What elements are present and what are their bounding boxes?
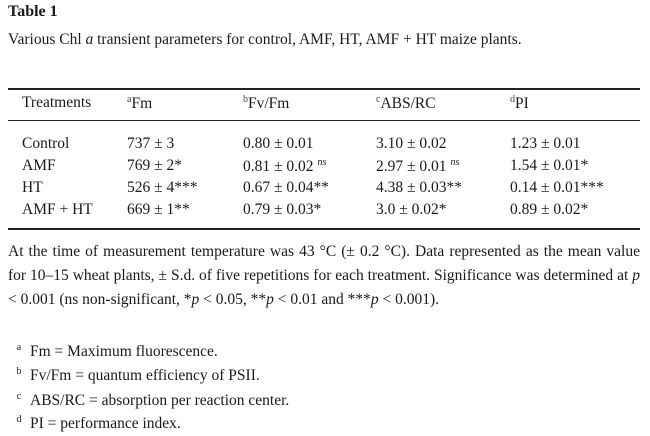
column-header: Treatments <box>22 94 91 112</box>
significance-mark: ns <box>450 157 460 168</box>
column-header: bFv/Fm <box>243 94 289 113</box>
table-cell: 0.14 ± 0.01*** <box>510 179 604 196</box>
note-text: < 0.001 (ns non-significant, * <box>8 291 192 308</box>
note-paragraph: At the time of measurement temperature w… <box>8 240 640 312</box>
footnote: b Fv/Fm = quantum efficiency of PSII. <box>8 366 260 385</box>
footnote-mark: a <box>16 342 22 353</box>
caption-text: Various Chl <box>8 31 86 48</box>
table-cell: 3.10 ± 0.02 <box>376 135 447 152</box>
significance-mark: ns <box>317 157 327 168</box>
footnote-text: Fv/Fm = quantum efficiency of PSII. <box>30 367 260 384</box>
note-text: < 0.01 and *** <box>273 291 371 308</box>
row-label: AMF + HT <box>22 201 93 218</box>
column-header: aFm <box>127 94 152 113</box>
cell-value: 2.97 ± 0.01 <box>376 158 447 175</box>
table-cell: 1.54 ± 0.01* <box>510 157 589 174</box>
table-cell: 4.38 ± 0.03** <box>376 179 463 196</box>
table-cell: 769 ± 2* <box>127 157 183 174</box>
footnote-mark: d <box>16 414 22 425</box>
row-label: AMF <box>22 157 56 174</box>
footnote: d PI = performance index. <box>8 414 181 433</box>
table-cell: 0.80 ± 0.01 <box>243 135 314 152</box>
table-cell: 2.97 ± 0.01 ns <box>376 157 459 176</box>
header-footnote-mark: d <box>510 94 515 105</box>
table-cell: 0.79 ± 0.03* <box>243 201 322 218</box>
top-rule <box>8 88 640 90</box>
note-text: < 0.05, ** <box>199 291 267 308</box>
table-cell: 0.67 ± 0.04** <box>243 179 330 196</box>
note-italic: p <box>632 267 640 284</box>
table-cell: 1.23 ± 0.01 <box>510 135 581 152</box>
note-italic: p <box>370 291 379 308</box>
caption-italic: a <box>85 31 94 48</box>
header-footnote-mark: b <box>243 94 248 105</box>
footnote-text: PI = performance index. <box>30 415 181 432</box>
header-footnote-mark: a <box>127 94 132 105</box>
footnote-text: Fm = Maximum fluorescence. <box>30 343 218 360</box>
table-cell: 526 ± 4*** <box>127 179 198 196</box>
row-label: Control <box>22 135 70 152</box>
row-label: HT <box>22 179 43 196</box>
table-cell: 3.0 ± 0.02* <box>376 201 447 218</box>
footnote-text: ABS/RC = absorption per reaction center. <box>30 392 290 409</box>
header-label: Treatments <box>22 94 92 111</box>
note-text: At the time of measurement temperature w… <box>8 243 640 284</box>
table-cell: 737 ± 3 <box>127 135 175 152</box>
header-label: ABS/RC <box>380 95 436 112</box>
table-cell: 0.89 ± 0.02* <box>510 201 589 218</box>
footnote-mark: b <box>16 366 22 377</box>
bottom-rule <box>8 228 640 230</box>
table-cell: 0.81 ± 0.02 ns <box>243 157 326 176</box>
table-cell: 669 ± 1** <box>127 201 190 218</box>
header-rule <box>8 120 640 121</box>
header-label: PI <box>515 95 529 112</box>
note-italic: p <box>266 291 274 308</box>
footnote: c ABS/RC = absorption per reaction center… <box>8 391 290 410</box>
footnote-mark: c <box>16 391 22 402</box>
caption: Various Chl a transient parameters for c… <box>8 28 638 51</box>
note-italic: p <box>191 291 200 308</box>
table-label: Table 1 <box>8 3 58 20</box>
header-label: Fm <box>131 95 153 112</box>
cell-value: 0.81 ± 0.02 <box>243 158 314 175</box>
header-footnote-mark: c <box>376 94 381 105</box>
header-label: Fv/Fm <box>248 95 290 112</box>
footnote: a Fm = Maximum fluorescence. <box>8 342 218 361</box>
caption-text: transient parameters for control, AMF, H… <box>93 31 522 48</box>
note-text: < 0.001). <box>378 291 440 308</box>
column-header: dPI <box>510 94 529 113</box>
column-header: cABS/RC <box>376 94 436 113</box>
